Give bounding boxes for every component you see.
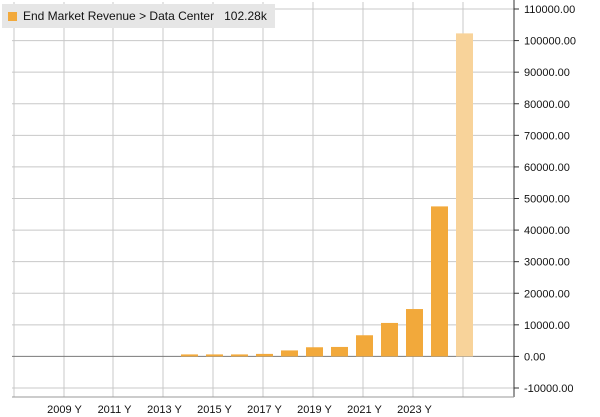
y-tick-label: 90000.00 bbox=[524, 67, 570, 79]
x-tick-label: 2023 Y bbox=[397, 404, 432, 416]
legend-series-label: End Market Revenue > Data Center bbox=[23, 9, 215, 23]
y-tick-label: 110000.00 bbox=[524, 4, 575, 16]
bar bbox=[381, 322, 398, 357]
y-tick-label: 30000.00 bbox=[524, 257, 570, 269]
y-tick-label: 40000.00 bbox=[524, 225, 570, 237]
bar bbox=[281, 350, 298, 357]
y-tick-label: -10000.00 bbox=[524, 383, 574, 395]
legend-latest-value: 102.28k bbox=[224, 9, 267, 23]
bar bbox=[431, 206, 448, 357]
bar bbox=[181, 354, 198, 357]
x-tick-label: 2011 Y bbox=[98, 404, 133, 416]
bar bbox=[406, 309, 423, 357]
x-tick-label: 2019 Y bbox=[297, 404, 332, 416]
y-tick-label: 0.00 bbox=[524, 351, 545, 363]
y-tick-label: 10000.00 bbox=[524, 320, 570, 332]
bar-projected bbox=[456, 33, 473, 357]
bar bbox=[356, 335, 373, 357]
bar bbox=[306, 347, 323, 357]
x-tick-label: 2021 Y bbox=[347, 404, 382, 416]
y-tick-label: 60000.00 bbox=[524, 162, 570, 174]
bar bbox=[206, 354, 223, 357]
y-tick-label: 70000.00 bbox=[524, 130, 570, 142]
x-tick-label: 2015 Y bbox=[197, 404, 232, 416]
legend-swatch bbox=[8, 11, 17, 21]
bar bbox=[331, 346, 348, 357]
y-tick-label: 80000.00 bbox=[524, 99, 570, 111]
x-tick-label: 2009 Y bbox=[47, 404, 82, 416]
x-tick-label: 2017 Y bbox=[247, 404, 282, 416]
bar bbox=[231, 354, 248, 357]
y-tick-label: 50000.00 bbox=[524, 194, 570, 206]
y-tick-label: 100000.00 bbox=[524, 36, 576, 48]
y-tick-label: 20000.00 bbox=[524, 288, 570, 300]
x-tick-label: 2013 Y bbox=[147, 404, 182, 416]
legend: End Market Revenue > Data Center 102.28k bbox=[2, 4, 275, 28]
bar bbox=[256, 353, 273, 357]
